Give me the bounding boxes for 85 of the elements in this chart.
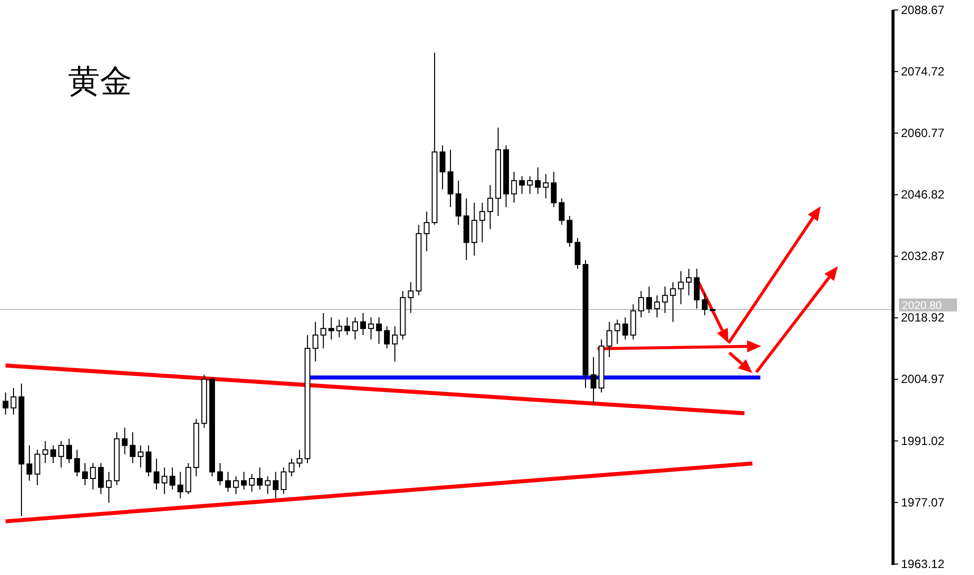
candlestick xyxy=(320,312,326,349)
candlestick xyxy=(217,462,223,486)
candlestick xyxy=(542,174,549,199)
y-tick-label: 2046.82 xyxy=(901,188,945,202)
y-tick-label: 2074.72 xyxy=(901,64,945,78)
candlestick xyxy=(479,202,486,243)
candlestick xyxy=(606,321,612,358)
candlestick xyxy=(384,326,390,349)
candlestick xyxy=(408,282,414,314)
candlestick xyxy=(256,466,263,490)
candlestick xyxy=(336,319,342,338)
text: 黄金 xyxy=(68,62,132,100)
candlestick xyxy=(614,319,620,344)
candlestick xyxy=(670,282,676,322)
candlestick xyxy=(328,316,334,340)
candlestick xyxy=(424,211,430,252)
candlestick xyxy=(686,268,692,296)
y-tick-label: 2018.92 xyxy=(901,310,945,325)
candlestick xyxy=(50,444,56,464)
candlestick xyxy=(34,449,40,486)
candlestick xyxy=(558,198,565,226)
candlestick xyxy=(574,238,580,270)
candlestick xyxy=(10,388,16,416)
candlestick xyxy=(590,356,596,404)
candlestick xyxy=(376,316,382,344)
candlestick xyxy=(392,326,398,362)
candlestick xyxy=(622,316,628,340)
candlestick xyxy=(312,321,318,362)
candlestick xyxy=(90,462,96,490)
y-tick-label: 2004.97 xyxy=(901,372,945,386)
y-tick-label: 1991.02 xyxy=(901,434,945,448)
candlestick xyxy=(288,458,294,477)
candlestick xyxy=(534,166,541,194)
candlestick xyxy=(702,292,708,316)
candlestick xyxy=(638,290,644,318)
candlestick xyxy=(566,215,573,248)
candlestick xyxy=(344,316,350,336)
candlestick xyxy=(42,440,48,464)
candlestick xyxy=(162,466,168,494)
candlestick xyxy=(146,444,152,477)
candlestick xyxy=(177,471,184,499)
candlestick xyxy=(264,476,271,494)
candlestick xyxy=(225,471,231,492)
candlestick xyxy=(130,432,136,464)
candlestick xyxy=(241,471,247,490)
candlestick xyxy=(82,462,88,486)
ref-line-label: 2020.80 xyxy=(902,300,942,312)
candlestick xyxy=(272,471,279,499)
y-tick-label: 1963.12 xyxy=(901,556,945,571)
candlestick xyxy=(487,184,494,230)
candlestick xyxy=(694,268,700,310)
y-tick-label: 2088.67 xyxy=(901,2,945,17)
candlestick xyxy=(662,286,668,314)
candlestick xyxy=(296,449,302,468)
candlestick xyxy=(654,294,660,318)
candlestick xyxy=(440,144,446,190)
candlestick xyxy=(448,149,454,208)
candlestick xyxy=(527,176,533,194)
candlestick xyxy=(368,316,374,340)
candlestick xyxy=(248,474,255,492)
candlestick xyxy=(98,462,104,494)
candlestick xyxy=(122,427,128,455)
candlestick xyxy=(106,471,112,504)
candlestick xyxy=(471,202,478,256)
y-tick-label: 1977.07 xyxy=(901,495,945,510)
candlestick xyxy=(26,444,32,482)
candlestick xyxy=(154,458,160,490)
y-tick-label: 2060.77 xyxy=(901,126,945,140)
candlestick xyxy=(58,440,64,468)
y-tick-label: 2032.87 xyxy=(901,249,945,264)
candlestick xyxy=(74,449,80,477)
candlestick xyxy=(2,392,8,416)
candlestick xyxy=(646,286,652,314)
candlestick xyxy=(280,466,287,494)
candlestick xyxy=(360,312,366,336)
candlestick xyxy=(511,171,517,204)
candlestick xyxy=(138,444,144,468)
candlestick xyxy=(456,180,462,226)
candlestick xyxy=(519,176,525,194)
candlestick xyxy=(352,316,358,340)
candlestick xyxy=(170,466,176,490)
candlestick xyxy=(678,270,684,305)
candlestick xyxy=(233,476,239,494)
candlestick xyxy=(550,171,557,208)
candlestick xyxy=(66,438,72,464)
